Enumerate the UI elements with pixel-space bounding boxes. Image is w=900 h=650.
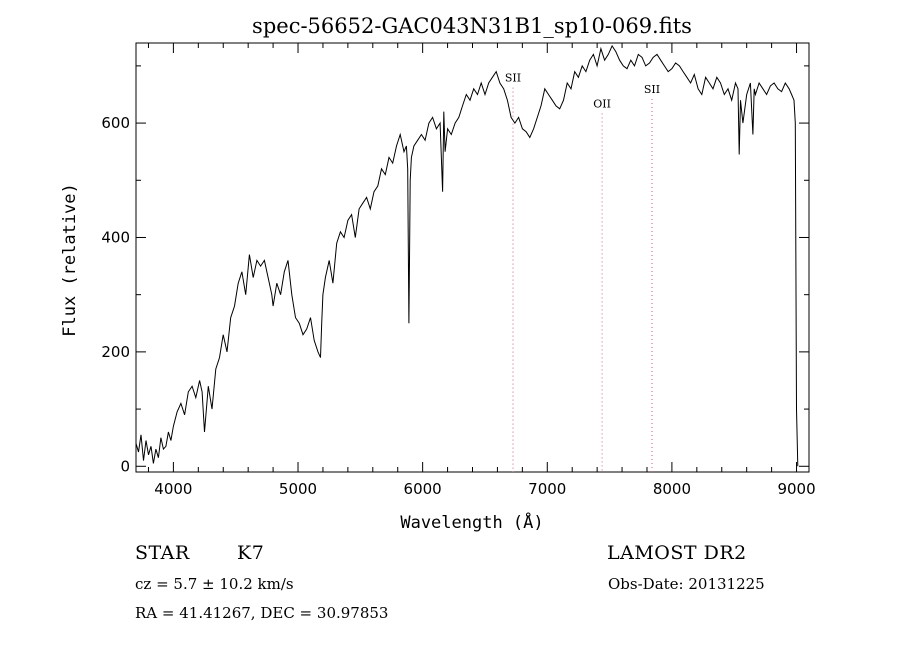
subclass: K7 <box>237 542 265 564</box>
y-axis-ticks: 0 200 400 600 <box>101 65 809 475</box>
x-tick-label: 9000 <box>777 480 815 498</box>
line-markers: SII OII SII <box>505 72 660 472</box>
coordinates: RA = 41.41267, DEC = 30.97853 <box>135 604 389 622</box>
chart-title: spec-56652-GAC043N31B1_sp10-069.fits <box>252 14 692 38</box>
y-tick-label: 600 <box>101 114 130 132</box>
object-type: STAR <box>135 542 190 564</box>
y-tick-label: 200 <box>101 343 130 361</box>
spectrum-chart: spec-56652-GAC043N31B1_sp10-069.fits 400… <box>60 14 816 533</box>
y-axis-label: Flux (relative) <box>60 183 80 337</box>
x-axis-label: Wavelength (Å) <box>400 511 543 533</box>
x-axis-ticks: 4000 5000 6000 7000 8000 9000 <box>147 43 816 498</box>
survey-name: LAMOST DR2 <box>607 542 747 564</box>
x-tick-label: 5000 <box>279 480 317 498</box>
line-marker-label: SII <box>505 72 521 85</box>
x-tick-label: 8000 <box>653 480 691 498</box>
x-tick-label: 4000 <box>154 480 192 498</box>
plot-frame-rect <box>135 42 810 473</box>
x-tick-label: 6000 <box>404 480 442 498</box>
y-tick-label: 0 <box>120 457 130 475</box>
spectrum-line <box>135 44 799 467</box>
x-tick-label: 7000 <box>528 480 566 498</box>
line-marker-label: OII <box>593 97 611 110</box>
line-marker-label: SII <box>644 83 660 96</box>
plot-frame <box>135 42 810 473</box>
redshift-velocity: cz = 5.7 ± 10.2 km/s <box>135 575 294 593</box>
observation-date: Obs-Date: 20131225 <box>608 575 765 593</box>
y-tick-label: 400 <box>101 228 130 246</box>
